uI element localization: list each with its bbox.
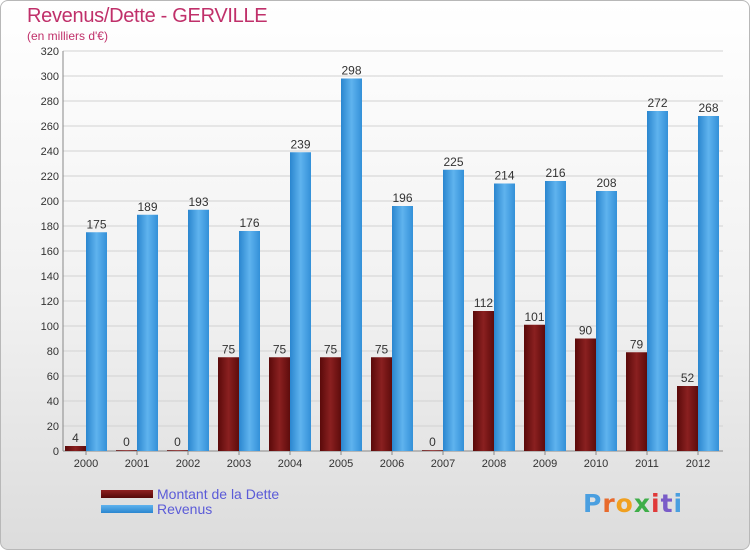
bar-label-revenus: 216 — [545, 166, 565, 180]
bar-dette — [524, 324, 545, 451]
bar-label-revenus: 175 — [86, 217, 106, 231]
y-tick-label: 140 — [41, 271, 59, 283]
logo-letter: o — [615, 489, 634, 518]
bar-dette — [269, 357, 290, 451]
y-tick-label: 120 — [41, 296, 59, 308]
bar-dette — [575, 338, 596, 451]
legend-label-dette: Montant de la Dette — [157, 486, 280, 502]
y-tick-label: 80 — [47, 346, 59, 358]
y-tick-label: 220 — [41, 171, 59, 183]
bar-label-dette: 75 — [375, 342, 389, 356]
bar-label-dette: 101 — [524, 310, 544, 324]
bar-label-dette: 75 — [222, 342, 236, 356]
x-tick-label: 2010 — [584, 458, 608, 470]
x-tick-label: 2007 — [431, 458, 455, 470]
bar-dette — [473, 311, 494, 451]
x-tick-label: 2009 — [533, 458, 557, 470]
x-tick-label: 2008 — [482, 458, 506, 470]
y-tick-label: 320 — [41, 46, 59, 58]
x-tick-label: 2001 — [125, 458, 149, 470]
bar-revenus — [443, 169, 464, 451]
legend-label-revenus: Revenus — [157, 501, 213, 517]
bar-label-dette: 112 — [474, 296, 493, 310]
y-tick-label: 40 — [47, 396, 59, 408]
bar-label-revenus: 189 — [137, 200, 157, 214]
bar-label-revenus: 193 — [188, 195, 208, 209]
y-tick-label: 100 — [41, 321, 59, 333]
bar-dette — [677, 386, 698, 451]
logo-letter: i — [673, 489, 684, 518]
logo-letter: r — [602, 489, 616, 518]
bar-revenus — [596, 191, 617, 451]
bar-label-revenus: 298 — [341, 64, 361, 78]
logo-letter: t — [660, 489, 674, 518]
bar-dette — [167, 450, 188, 451]
bar-label-dette: 0 — [174, 435, 181, 449]
x-tick-label: 2004 — [278, 458, 302, 470]
bar-label-dette: 75 — [273, 342, 287, 356]
bar-revenus — [698, 116, 719, 451]
bar-label-dette: 90 — [579, 324, 593, 338]
bar-revenus — [137, 214, 158, 451]
x-tick-label: 2003 — [227, 458, 251, 470]
chart-title: Revenus/Dette - GERVILLE — [27, 5, 268, 27]
x-tick-label: 2011 — [635, 458, 659, 470]
bar-revenus — [86, 232, 107, 451]
bar-label-revenus: 176 — [239, 216, 259, 230]
bar-dette — [218, 357, 239, 451]
y-tick-label: 20 — [47, 421, 59, 433]
bar-revenus — [647, 111, 668, 451]
y-tick-label: 200 — [41, 196, 59, 208]
bar-label-dette: 4 — [72, 431, 79, 445]
logo-letter: x — [633, 489, 651, 518]
legend-swatch-dette — [101, 490, 153, 498]
bar-revenus — [290, 152, 311, 451]
y-tick-label: 280 — [41, 96, 59, 108]
x-tick-label: 2005 — [329, 458, 353, 470]
logo-letter: P — [583, 489, 603, 518]
bar-revenus — [239, 231, 260, 451]
bar-dette — [371, 357, 392, 451]
bar-dette — [422, 450, 443, 451]
bar-label-revenus: 239 — [290, 137, 310, 151]
bar-label-dette: 75 — [324, 342, 338, 356]
bar-label-revenus: 214 — [494, 169, 514, 183]
bar-dette — [116, 450, 137, 451]
proxiti-logo: Proxiti — [583, 489, 683, 518]
y-tick-label: 60 — [47, 371, 59, 383]
y-tick-label: 240 — [41, 146, 59, 158]
bar-revenus — [392, 206, 413, 451]
y-tick-label: 260 — [41, 121, 59, 133]
bar-label-revenus: 196 — [392, 191, 412, 205]
bar-revenus — [545, 181, 566, 451]
bar-label-dette: 52 — [681, 371, 695, 385]
logo-letter: i — [651, 489, 661, 518]
bar-dette — [65, 446, 86, 451]
bar-revenus — [341, 78, 362, 451]
bar-revenus — [188, 209, 209, 451]
x-tick-label: 2000 — [74, 458, 98, 470]
bar-revenus — [494, 183, 515, 451]
bar-label-revenus: 208 — [596, 176, 616, 190]
bar-label-revenus: 272 — [647, 96, 667, 110]
chart-subtitle: (en milliers d'€) — [27, 29, 108, 43]
bar-dette — [320, 357, 341, 451]
bar-dette — [626, 352, 647, 451]
bar-label-revenus: 225 — [443, 155, 463, 169]
bar-label-dette: 0 — [429, 435, 436, 449]
y-tick-label: 160 — [41, 246, 59, 258]
bar-label-dette: 0 — [123, 435, 130, 449]
y-tick-label: 0 — [53, 446, 59, 458]
y-tick-label: 180 — [41, 221, 59, 233]
x-tick-label: 2002 — [176, 458, 200, 470]
y-tick-label: 300 — [41, 71, 59, 83]
bar-label-dette: 79 — [630, 337, 644, 351]
x-tick-label: 2012 — [686, 458, 710, 470]
x-tick-label: 2006 — [380, 458, 404, 470]
legend-swatch-revenus — [101, 505, 153, 513]
bar-label-revenus: 268 — [698, 101, 718, 115]
